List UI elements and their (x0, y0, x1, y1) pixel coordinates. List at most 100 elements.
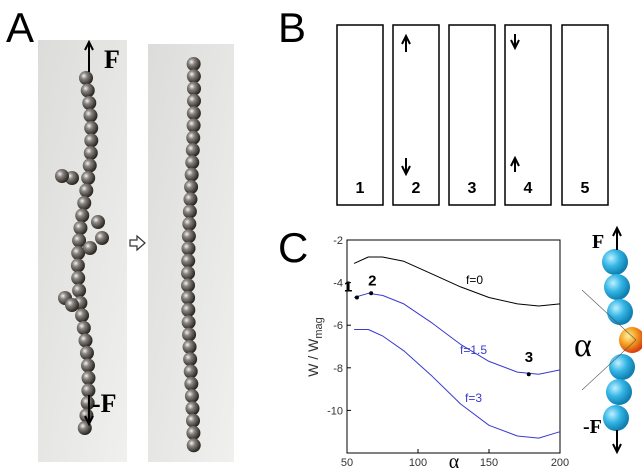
steel-bead (80, 396, 95, 410)
steel-bead (183, 192, 198, 207)
steel-bead (77, 196, 92, 210)
transform-arrow (129, 234, 146, 252)
steel-bead (181, 266, 196, 281)
steel-bead (182, 339, 197, 354)
y-axis-label: W / Wmag (305, 317, 325, 377)
force-label: F (104, 45, 120, 74)
x-tick-label: 200 (551, 457, 569, 469)
steel-bead (82, 96, 97, 110)
bead (606, 379, 632, 405)
steel-bead (81, 383, 96, 398)
bead (604, 274, 630, 300)
steel-bead (185, 413, 200, 428)
point (369, 291, 374, 296)
x-tick-label: 50 (341, 457, 353, 469)
series-label: f=3 (465, 391, 482, 405)
arrow-head (612, 443, 622, 455)
frame-number: 5 (581, 180, 590, 197)
frame-number: 4 (524, 180, 533, 197)
steel-bead (182, 204, 197, 219)
arrow-head (612, 225, 622, 237)
panel-label: C (278, 224, 308, 271)
steel-bead (80, 358, 95, 373)
steel-bead (83, 108, 98, 123)
y-tick-label: -4 (333, 278, 343, 290)
point-label: 2 (368, 272, 376, 289)
series-line (353, 256, 561, 307)
force-label: -F (583, 416, 602, 438)
frame (504, 24, 552, 206)
steel-bead (181, 229, 196, 244)
steel-bead (182, 327, 197, 342)
steel-bead (71, 271, 86, 285)
steel-bead (186, 69, 201, 84)
steel-bead (80, 83, 95, 98)
steel-bead (185, 401, 200, 416)
steel-bead (186, 438, 201, 453)
steel-bead (71, 246, 86, 260)
steel-bead (82, 158, 97, 173)
steel-bead (83, 241, 97, 255)
bead (607, 299, 633, 325)
force-label: -F (92, 389, 117, 418)
steel-bead (75, 208, 90, 223)
steel-bead (186, 57, 201, 71)
frame-number: 3 (468, 180, 477, 197)
steel-bead (186, 106, 201, 121)
y-tick-label: -6 (333, 320, 343, 332)
steel-bead (81, 371, 96, 385)
steel-bead (184, 180, 199, 194)
frame-number: 1 (356, 180, 365, 197)
steel-bead (84, 121, 99, 135)
bead (603, 405, 629, 431)
steel-bead (184, 167, 199, 182)
steel-bead (183, 364, 198, 379)
bead (602, 249, 628, 275)
steel-bead (81, 171, 96, 185)
plot-frame (346, 239, 561, 454)
steel-bead (186, 130, 201, 145)
series-line (354, 329, 561, 439)
panel-label: A (6, 4, 34, 51)
guide (581, 289, 637, 341)
y-axis-label-sub: mag (313, 317, 325, 338)
steel-bead (181, 241, 196, 256)
arrow-head (510, 39, 520, 51)
guide (581, 339, 637, 391)
frame (448, 24, 496, 206)
steel-bead (70, 258, 85, 273)
frame (392, 24, 440, 206)
steel-bead (184, 376, 199, 391)
steel-bead (95, 231, 109, 245)
frame (561, 24, 609, 206)
point-label: 1 (344, 279, 352, 296)
steel-bead (79, 71, 93, 85)
steel-bead (79, 346, 94, 360)
steel-bead (78, 333, 93, 348)
steel-bead (91, 215, 105, 229)
series-label: f=1.5 (460, 343, 487, 357)
steel-bead (186, 118, 201, 133)
y-axis-label-main: W / W (305, 338, 321, 377)
steel-bead (181, 315, 196, 330)
y-tick-label: -10 (327, 405, 343, 417)
steel-bead (55, 169, 69, 183)
steel-bead (83, 146, 98, 160)
panel-label: B (278, 4, 306, 51)
y-tick-label: -8 (333, 363, 343, 375)
point (526, 372, 531, 377)
steel-bead (186, 93, 201, 108)
steel-bead (79, 183, 94, 198)
steel-bead (186, 426, 201, 440)
point-label: 3 (525, 349, 533, 366)
angle-label: α (574, 327, 592, 364)
steel-bead (72, 233, 87, 248)
arrow-head (84, 39, 94, 51)
point (354, 295, 359, 300)
steel-bead (182, 216, 197, 231)
series-label: f=0 (466, 273, 483, 287)
arrow-head (401, 33, 411, 45)
x-axis-label: α (449, 451, 460, 470)
steel-bead (184, 389, 199, 404)
